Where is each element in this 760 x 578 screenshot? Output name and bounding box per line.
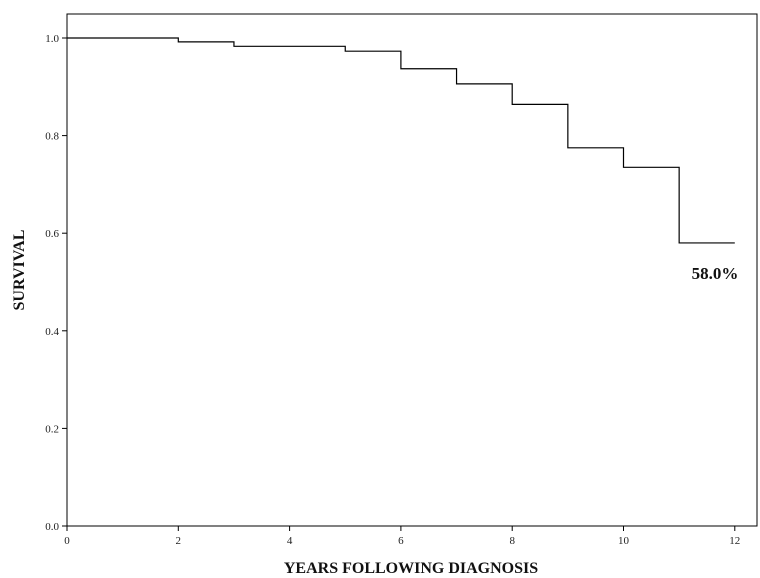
- final-survival-annotation: 58.0%: [692, 264, 739, 283]
- y-axis-title: SURVIVAL: [11, 230, 28, 311]
- y-tick-label: 0.4: [45, 326, 59, 338]
- x-tick-label: 0: [64, 535, 70, 547]
- y-tick-label: 0.0: [45, 521, 59, 533]
- x-tick-label: 2: [176, 535, 182, 547]
- y-tick-label: 0.2: [45, 423, 59, 435]
- survival-curve: [67, 37, 735, 244]
- y-tick-label: 1.0: [45, 33, 59, 45]
- x-tick-label: 8: [509, 535, 515, 547]
- x-axis-title: YEARS FOLLOWING DIAGNOSIS: [284, 560, 538, 577]
- y-tick-label: 0.8: [45, 131, 59, 143]
- x-tick-label: 6: [398, 535, 404, 547]
- x-tick-label: 4: [287, 535, 293, 547]
- plot-area: [66, 13, 758, 527]
- y-tick-label: 0.6: [45, 228, 59, 240]
- x-tick-label: 10: [618, 535, 630, 547]
- x-tick-label: 12: [729, 535, 740, 547]
